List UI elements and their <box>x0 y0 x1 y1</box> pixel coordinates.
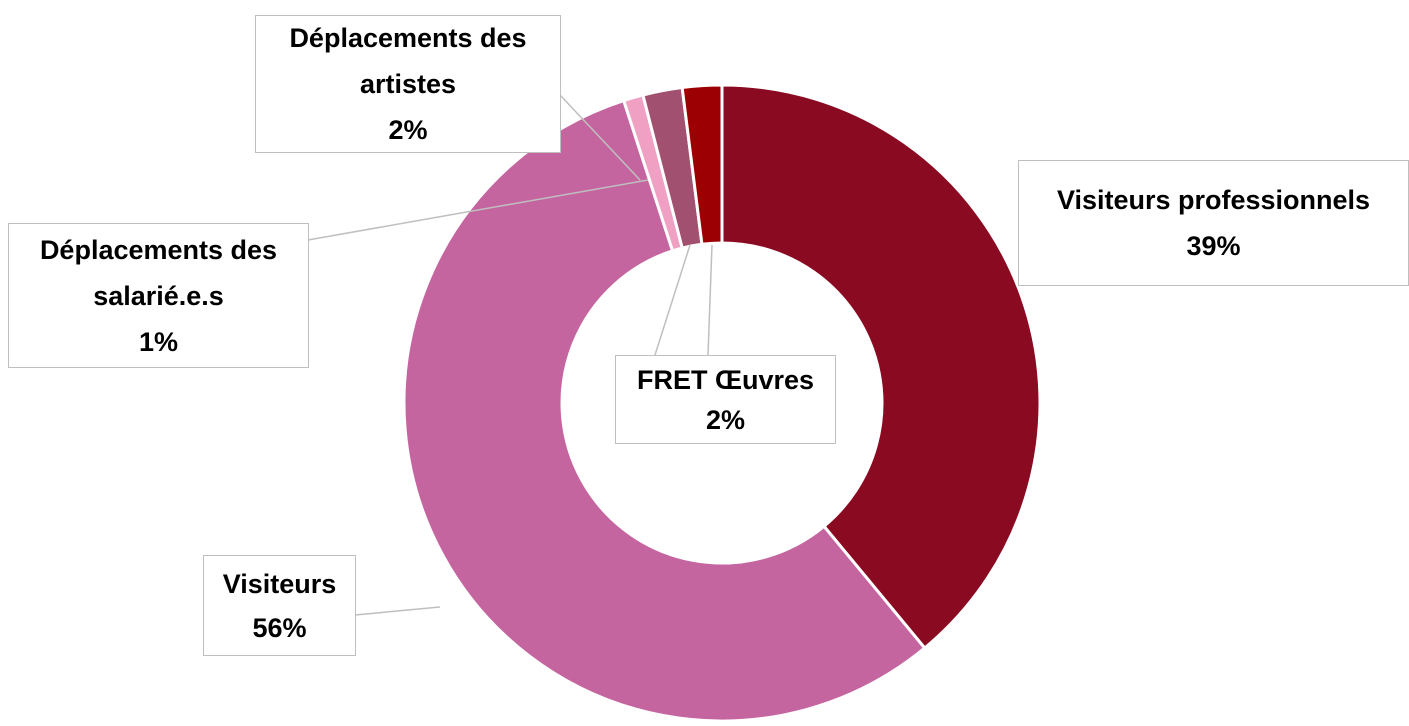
data-label: Visiteurs 56% <box>203 555 356 656</box>
label-value: 2% <box>388 115 428 145</box>
data-label: Déplacements des artistes 2% <box>255 15 561 153</box>
label-value: 1% <box>138 326 179 357</box>
donut-slice <box>720 83 1042 651</box>
label-name: Visiteurs professionnels <box>1056 185 1371 215</box>
label-name: Déplacements des salarié.e.s <box>39 234 278 311</box>
label-name: FRET Œuvres <box>636 364 815 395</box>
data-label: Déplacements des salarié.e.s 1% <box>8 223 309 368</box>
leader-line <box>354 606 441 616</box>
label-name: Déplacements des artistes <box>289 23 527 99</box>
label-name: Visiteurs <box>222 568 337 599</box>
leader-line <box>654 244 691 356</box>
leader-lines <box>307 94 713 616</box>
leader-line <box>559 94 641 181</box>
label-value: 2% <box>705 404 746 435</box>
leader-line <box>707 244 713 356</box>
data-label: FRET Œuvres 2% <box>615 355 836 444</box>
slices <box>402 83 1042 723</box>
label-value: 39% <box>1186 231 1241 261</box>
donut-slice <box>680 83 724 246</box>
leader-line <box>307 179 649 241</box>
data-label: Visiteurs professionnels 39% <box>1018 160 1409 286</box>
donut-slice <box>402 98 927 723</box>
label-value: 56% <box>252 612 307 643</box>
